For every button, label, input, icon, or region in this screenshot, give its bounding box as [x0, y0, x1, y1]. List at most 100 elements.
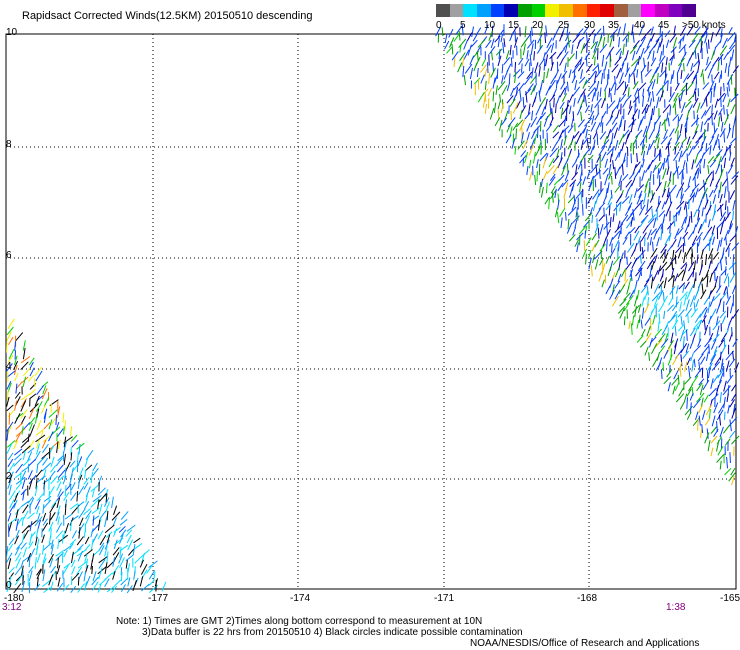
wind-vector	[509, 31, 514, 42]
wind-vector	[688, 145, 694, 156]
wind-vector	[14, 575, 23, 586]
wind-vector	[579, 169, 583, 181]
wind-vector	[686, 136, 691, 145]
colorbar-swatch	[436, 4, 451, 17]
wind-vector	[662, 158, 666, 170]
wind-vector	[598, 270, 604, 282]
wind-vector	[616, 67, 622, 79]
wind-vector	[48, 419, 53, 430]
wind-vector	[624, 231, 631, 239]
wind-vector	[699, 164, 702, 174]
wind-vector	[646, 38, 652, 49]
wind-vector	[584, 117, 592, 127]
wind-vector	[700, 249, 704, 260]
wind-vector	[580, 139, 584, 150]
wind-vector	[15, 551, 22, 562]
wind-vector	[713, 346, 718, 354]
wind-vector	[516, 100, 521, 109]
wind-vector	[104, 572, 113, 580]
wind-vector	[622, 237, 628, 245]
wind-vector	[632, 31, 635, 43]
wind-vector	[611, 116, 618, 125]
wind-vector	[570, 117, 574, 127]
wind-vector	[612, 160, 615, 170]
wind-vector	[630, 249, 636, 257]
wind-vector	[510, 87, 515, 97]
wind-vector	[104, 578, 110, 587]
wind-vector	[712, 333, 720, 342]
wind-vector	[664, 333, 669, 343]
wind-vector	[719, 45, 728, 56]
colorbar-swatch	[490, 4, 505, 17]
wind-vector	[730, 104, 736, 115]
wind-vector	[654, 148, 656, 157]
wind-vector	[56, 464, 64, 473]
wind-vector	[598, 202, 606, 210]
wind-vector	[7, 479, 12, 489]
wind-vector	[36, 464, 39, 473]
wind-vector	[6, 404, 14, 412]
wind-vector	[653, 254, 658, 264]
wind-vector	[679, 301, 682, 312]
wind-vector	[526, 165, 529, 175]
wind-vector	[686, 140, 692, 151]
wind-vector	[693, 289, 700, 301]
wind-vector	[15, 481, 23, 490]
wind-vector	[663, 180, 667, 192]
wind-vector	[548, 176, 556, 186]
wind-vector	[714, 271, 716, 281]
wind-vector	[628, 193, 633, 204]
wind-vector	[568, 94, 574, 103]
wind-vector	[693, 141, 700, 150]
wind-vector	[661, 85, 664, 98]
wind-vector	[701, 27, 709, 38]
wind-vector	[732, 200, 736, 211]
wind-vector	[35, 434, 46, 443]
wind-vector	[703, 319, 706, 330]
wind-vector	[451, 43, 454, 55]
wind-vector	[716, 203, 724, 212]
wind-vector	[591, 243, 597, 252]
wind-vector	[498, 119, 503, 132]
wind-vector	[41, 522, 49, 532]
wind-vector	[22, 340, 26, 351]
wind-vector	[599, 43, 608, 54]
wind-vector	[691, 32, 700, 43]
wind-vector	[488, 72, 491, 84]
wind-vector	[477, 38, 486, 48]
wind-vector	[97, 487, 106, 496]
wind-vector	[626, 62, 629, 73]
wind-vector	[665, 208, 670, 217]
wind-vector	[7, 543, 14, 552]
wind-vector	[50, 426, 61, 436]
wind-vector	[631, 178, 636, 187]
wind-vector	[540, 186, 544, 198]
wind-vector	[488, 30, 494, 41]
wind-vector	[571, 199, 577, 211]
colorbar-swatch	[627, 4, 642, 17]
wind-vector	[623, 302, 630, 312]
wind-vector	[533, 83, 538, 92]
wind-vector	[686, 388, 692, 397]
wind-vector	[637, 268, 643, 281]
wind-vector	[631, 257, 638, 269]
wind-vector	[607, 194, 613, 206]
wind-vector	[71, 551, 74, 563]
wind-vector	[719, 362, 724, 373]
wind-vector	[57, 439, 61, 450]
wind-vector	[34, 395, 40, 406]
wind-vector	[622, 173, 629, 181]
wind-vector	[557, 157, 563, 169]
wind-vector	[552, 124, 559, 133]
wind-vector	[50, 565, 57, 574]
wind-vector	[636, 289, 640, 300]
colorbar-swatch	[518, 4, 533, 17]
wind-vector	[632, 50, 636, 61]
wind-vector	[7, 517, 18, 526]
wind-vector	[520, 132, 524, 144]
wind-vector	[710, 91, 713, 103]
wind-vector	[615, 193, 623, 204]
wind-vector	[104, 489, 109, 497]
wind-vector	[664, 119, 666, 132]
wind-vector	[562, 51, 569, 60]
